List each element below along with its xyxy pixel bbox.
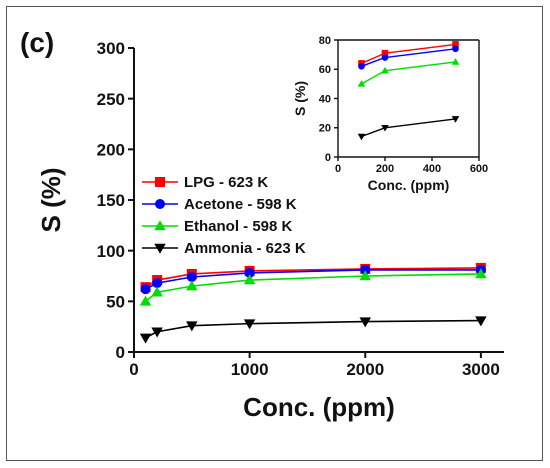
inset-y-axis-title: S (%) [292,81,308,116]
main-data-point [151,286,163,297]
inset-y-tick-label: 40 [319,93,331,105]
inset-data-point [452,41,459,48]
inset-data-point [451,58,460,65]
main-series-2 [139,268,487,306]
main-data-point [139,333,152,344]
legend-marker [154,243,166,254]
main-y-tick-label: 100 [97,242,125,261]
main-data-point [152,278,163,289]
main-x-tick-label: 2000 [346,360,384,379]
inset-y-tick-label: 0 [325,152,331,164]
legend-marker [154,220,166,231]
main-y-axis-title: S (%) [36,168,66,233]
main-y-tick-label: 0 [116,343,125,362]
main-data-point [186,272,197,283]
inset-data-point [357,80,366,87]
main-x-tick-label: 0 [129,360,138,379]
main-data-point [186,321,198,332]
inset-series-2 [357,58,460,87]
legend-label: LPG - 623 K [184,174,268,191]
legend-item: Ethanol - 598 K [142,218,293,235]
inset-x-tick-label: 600 [470,163,488,175]
main-data-point [475,316,487,327]
main-y-tick-label: 150 [97,191,125,210]
inset-data-point [358,63,365,70]
main-data-point [359,270,371,281]
inset-series-3 [357,116,460,141]
main-y-tick-label: 50 [106,292,125,311]
main-x-tick-label: 3000 [462,360,500,379]
inset-data-point [357,133,366,141]
inset-data-point [381,124,389,132]
main-y-tick-label: 200 [97,140,125,159]
legend: LPG - 623 K Acetone - 598 K Ethanol - 598 … [142,174,306,257]
inset-x-tick-label: 0 [335,163,341,175]
inset-y-tick-label: 80 [319,35,331,47]
main-data-point [151,327,163,338]
inset-series-line [361,61,456,85]
inset-y-tick-label: 60 [319,64,331,76]
inset-series-line [361,118,456,138]
main-data-point [244,267,255,278]
inset-data-point [381,66,389,74]
inset-x-tick-label: 400 [423,163,441,175]
main-data-point [139,295,152,306]
inset-data-point [381,54,389,61]
main-y-tick-label: 300 [97,39,125,58]
legend-label: Ethanol - 598 K [184,218,293,235]
legend-item: Ammonia - 623 K [142,240,306,257]
main-x-tick-label: 1000 [231,360,269,379]
main-x-axis-title: Conc. (ppm) [243,392,395,422]
main-data-point [243,274,256,285]
main-data-point [475,268,487,279]
legend-label: Ammonia - 623 K [184,240,306,257]
main-data-point [243,319,256,330]
panel-label: (c) [20,27,54,58]
main-series-3 [139,316,487,344]
inset-plot: 0 200 400 600 0 20 40 60 80 Conc. (ppm) S (%) [292,35,488,193]
main-data-point [186,280,198,291]
main-data-point [359,317,371,328]
inset-x-tick-label: 200 [376,163,394,175]
legend-item: Acetone - 598 K [142,196,297,213]
main-data-point [140,284,151,295]
legend-marker [155,199,165,209]
main-data-point [360,264,371,275]
legend-label: Acetone - 598 K [184,196,297,213]
inset-series-1 [358,45,459,70]
legend-marker [155,177,165,187]
inset-x-axis-title: Conc. (ppm) [368,177,450,193]
inset-data-point [451,116,460,123]
legend-item: LPG - 623 K [142,174,268,191]
main-y-tick-label: 250 [97,90,125,109]
inset-data-point [381,49,389,57]
inset-data-point [452,45,459,53]
figure-frame [6,6,543,461]
inset-y-tick-label: 20 [319,123,331,135]
